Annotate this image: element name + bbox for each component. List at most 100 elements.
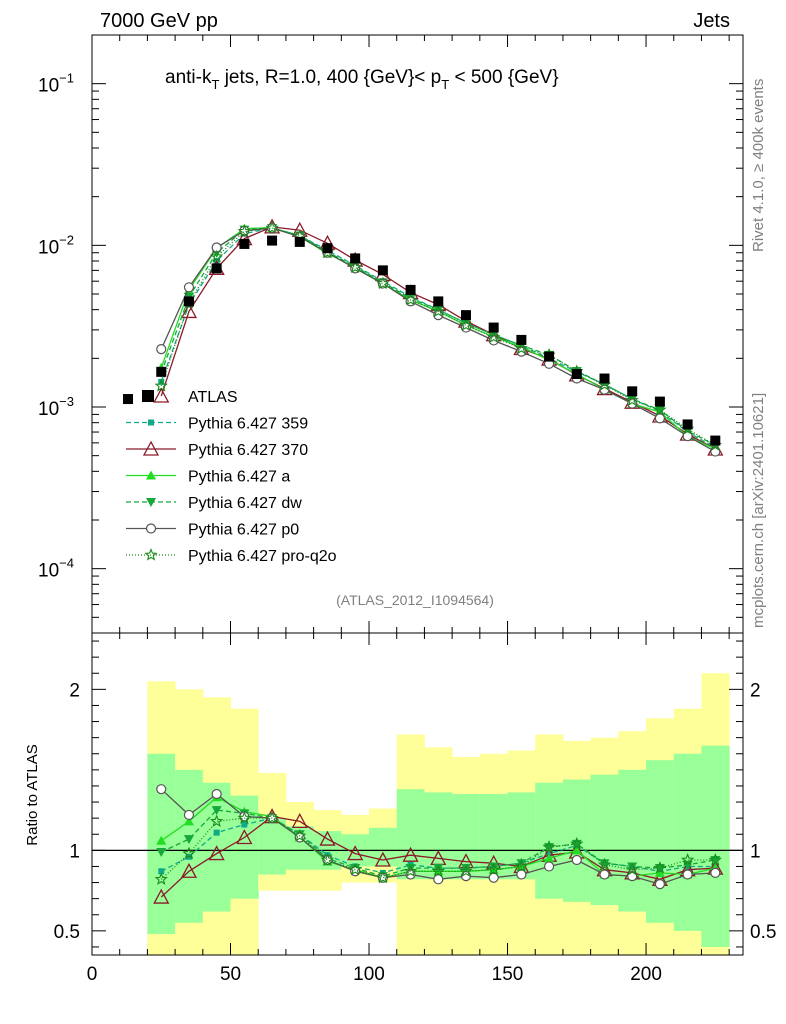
ratio-series-point	[542, 840, 556, 853]
data-point	[123, 394, 134, 405]
series-point	[180, 303, 198, 319]
ratio-series-point	[156, 835, 167, 845]
ratio-xtick-label: 100	[353, 964, 385, 985]
data-point	[183, 296, 194, 307]
ratio-xtick-label: 0	[87, 964, 98, 985]
data-point	[710, 435, 721, 446]
legend-marker	[148, 419, 154, 426]
ratio-series-point	[543, 861, 555, 872]
series-point	[153, 387, 170, 403]
ratio-series-point	[183, 816, 194, 826]
data-point	[460, 310, 471, 321]
ratio-ytick-label-right: 2	[750, 680, 761, 701]
ratio-series-point	[291, 812, 308, 829]
ratio-ylabel: Ratio to ATLAS	[24, 744, 41, 845]
series-point	[156, 344, 167, 355]
ratio-series-point	[708, 852, 722, 866]
ratio-ytick-label: 2	[69, 680, 80, 701]
ratio-series-point	[213, 829, 220, 836]
data-point	[239, 238, 250, 249]
legend-marker	[142, 440, 160, 456]
ratio-series-point	[544, 853, 555, 863]
legend-marker	[144, 547, 158, 561]
data-point	[571, 369, 582, 380]
main-ytick-label: 10−2	[38, 232, 74, 258]
ratio-series-point	[320, 852, 335, 866]
data-point	[350, 253, 361, 264]
ratio-series-point	[211, 806, 222, 816]
main-ytick-label: 10−4	[38, 556, 74, 582]
series-point	[237, 224, 252, 238]
ratio-series-point	[487, 862, 501, 876]
ratio-series-point	[180, 862, 198, 878]
ratio-series-point	[599, 869, 610, 880]
ratio-series-point	[158, 868, 165, 875]
data-point	[322, 243, 333, 254]
ratio-frame	[91, 632, 744, 956]
header-left: 7000 GeV pp	[100, 10, 218, 32]
data-point	[294, 236, 305, 247]
band-inner	[646, 760, 675, 923]
ratio-series-point	[319, 830, 336, 846]
band-inner	[701, 745, 730, 947]
legend-label: Pythia 6.427 a	[188, 469, 290, 486]
ratio-series-point	[348, 862, 362, 876]
rivet-label: Rivet 4.1.0, ≥ 400k events	[750, 79, 767, 252]
ratio-series-point	[433, 874, 444, 885]
ratio-series-point	[516, 869, 527, 880]
ratio-series-point	[625, 862, 639, 876]
series-point	[514, 341, 528, 355]
ratio-series-point	[681, 852, 695, 866]
ratio-series-point	[571, 845, 582, 855]
ratio-series-point	[156, 847, 167, 857]
series-point	[265, 220, 279, 234]
analysis-tag: (ATLAS_2012_I1094564)	[336, 592, 494, 608]
ratio-xtick-label: 150	[492, 964, 524, 985]
ratio-series-line	[161, 809, 716, 877]
legend-label: Pythia 6.427 dw	[188, 495, 302, 512]
ratio-series-point	[571, 854, 582, 866]
data-point	[682, 419, 693, 430]
data-point	[544, 351, 555, 362]
legend-marker	[146, 498, 156, 507]
legend-label: Pythia 6.427 370	[188, 442, 308, 459]
series-point	[209, 249, 224, 263]
ratio-series-point	[405, 864, 416, 874]
ratio-series-point	[403, 864, 418, 877]
ratio-series-point	[154, 872, 168, 886]
ratio-ytick-label: 0.5	[54, 922, 80, 943]
series-point	[625, 393, 639, 407]
series-point	[654, 413, 665, 424]
main-ytick-label: 10−3	[38, 394, 74, 420]
ratio-series-point	[183, 809, 195, 821]
ratio-series-point	[265, 811, 279, 824]
ratio-ytick-label-right: 1	[750, 841, 761, 862]
legend-label: Pythia 6.427 p0	[188, 522, 299, 539]
ratio-series-point	[236, 829, 253, 845]
ratio-series-point	[293, 828, 307, 842]
series-point	[653, 402, 667, 416]
data-point	[267, 235, 278, 246]
ratio-series-point	[156, 784, 167, 795]
ratio-series-point	[597, 857, 612, 871]
band-inner	[175, 769, 204, 923]
ratio-series-point	[459, 864, 473, 877]
ratio-series-point	[516, 859, 527, 869]
ratio-xtick-label: 200	[630, 964, 662, 985]
ratio-series-point	[374, 851, 391, 867]
series-point	[183, 282, 195, 293]
band-inner	[618, 769, 647, 912]
series-point	[459, 318, 473, 332]
band-inner	[369, 827, 398, 867]
ratio-series-point	[653, 861, 667, 874]
ratio-series-line	[160, 815, 716, 898]
ratio-series-point	[183, 835, 194, 845]
data-point	[654, 396, 665, 407]
legend-label: Pythia 6.427 359	[188, 416, 308, 433]
data-point	[488, 322, 499, 333]
ratio-series-point	[654, 879, 665, 890]
main-frame	[91, 34, 744, 634]
legend-label: Pythia 6.427 pro-q2o	[188, 548, 337, 565]
ratio-series-point	[185, 853, 192, 860]
ratio-series-line	[160, 817, 716, 880]
